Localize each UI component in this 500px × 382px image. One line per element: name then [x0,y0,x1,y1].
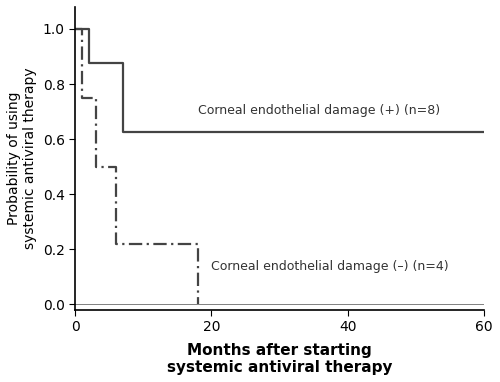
Text: Corneal endothelial damage (–) (n=4): Corneal endothelial damage (–) (n=4) [212,260,449,273]
Y-axis label: Probability of using
systemic antiviral therapy: Probability of using systemic antiviral … [7,68,37,249]
Text: Corneal endothelial damage (+) (n=8): Corneal endothelial damage (+) (n=8) [198,104,440,117]
X-axis label: Months after starting
systemic antiviral therapy: Months after starting systemic antiviral… [167,343,392,375]
